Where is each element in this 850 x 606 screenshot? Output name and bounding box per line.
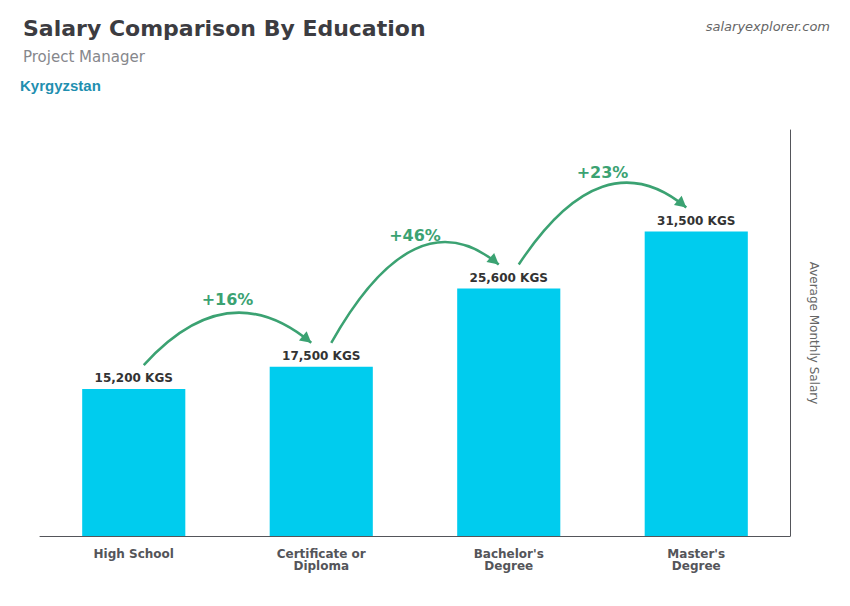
svg-text:Kyrgyzstan: Kyrgyzstan <box>20 77 101 94</box>
svg-text:Master's: Master's <box>667 547 726 561</box>
svg-text:Bachelor's: Bachelor's <box>473 547 544 561</box>
svg-text:Average Monthly Salary: Average Monthly Salary <box>807 262 821 405</box>
svg-text:15,200 KGS: 15,200 KGS <box>95 371 173 385</box>
svg-text:Degree: Degree <box>672 559 721 573</box>
svg-text:Certificate or: Certificate or <box>276 547 366 561</box>
svg-text:25,600 KGS: 25,600 KGS <box>470 271 548 285</box>
svg-text:High School: High School <box>94 547 174 561</box>
svg-text:Diploma: Diploma <box>293 559 349 573</box>
svg-text:+16%: +16% <box>202 290 254 309</box>
svg-text:Degree: Degree <box>484 559 533 573</box>
svg-text:31,500 KGS: 31,500 KGS <box>657 214 735 228</box>
svg-text:+46%: +46% <box>389 226 441 245</box>
svg-text:salaryexplorer.com: salaryexplorer.com <box>706 19 830 34</box>
svg-text:Salary Comparison By Education: Salary Comparison By Education <box>23 16 426 41</box>
svg-text:17,500 KGS: 17,500 KGS <box>282 349 360 363</box>
svg-text:+23%: +23% <box>577 163 629 182</box>
svg-text:Project Manager: Project Manager <box>23 48 146 66</box>
